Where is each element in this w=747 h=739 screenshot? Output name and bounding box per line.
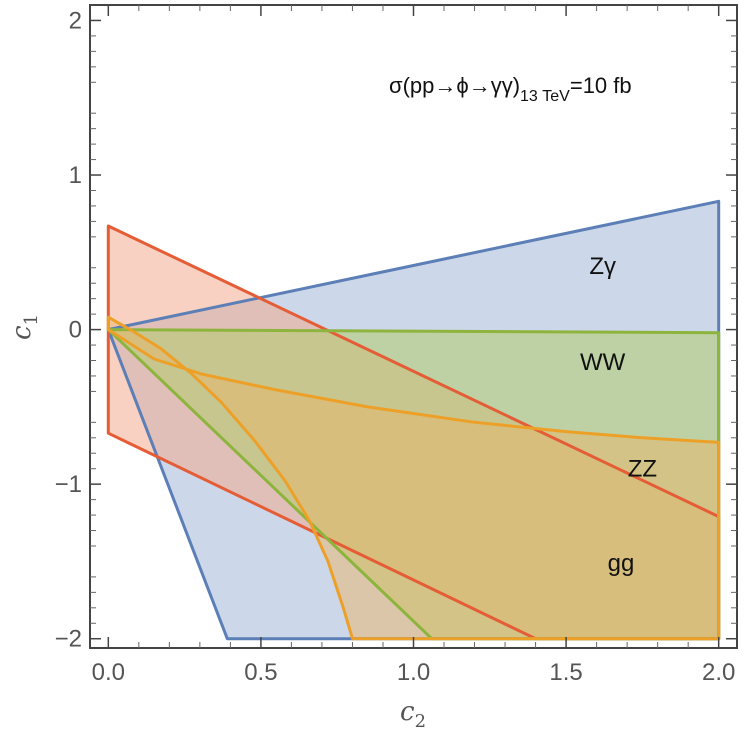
y-tick-label: 0 <box>69 317 82 344</box>
y-tick-label: −2 <box>55 626 82 653</box>
x-tick-label: 1.5 <box>549 659 582 686</box>
region-label-z: Zγ <box>589 253 616 280</box>
x-tick-label: 2.0 <box>702 659 735 686</box>
y-axis-title: c1 <box>7 314 42 340</box>
chart-annotation: σ(pp→ϕ→γγ)13 TeV=10 fb <box>389 73 632 105</box>
region-outline-zz <box>106 315 721 641</box>
region-fill-zz <box>108 317 719 639</box>
x-tick-label: 0.5 <box>244 659 277 686</box>
x-tick-label: 1.0 <box>397 659 430 686</box>
chart-region-labels: Zγ gg WW ZZ <box>580 253 657 577</box>
y-tick-label: 1 <box>69 162 82 189</box>
y-tick-label: −1 <box>55 471 82 498</box>
chart-regions <box>106 199 721 641</box>
region-label-gg: gg <box>608 550 635 577</box>
chart-axes: 0.0 0.5 1.0 1.5 2.0 −2 −1 0 1 2 <box>55 4 738 686</box>
x-tick-label: 0.0 <box>92 659 125 686</box>
x-axis-title: c2 <box>400 697 426 732</box>
y-tick-label: 2 <box>69 7 82 34</box>
region-label-zz: ZZ <box>628 456 657 483</box>
region-label-ww: WW <box>580 349 626 376</box>
